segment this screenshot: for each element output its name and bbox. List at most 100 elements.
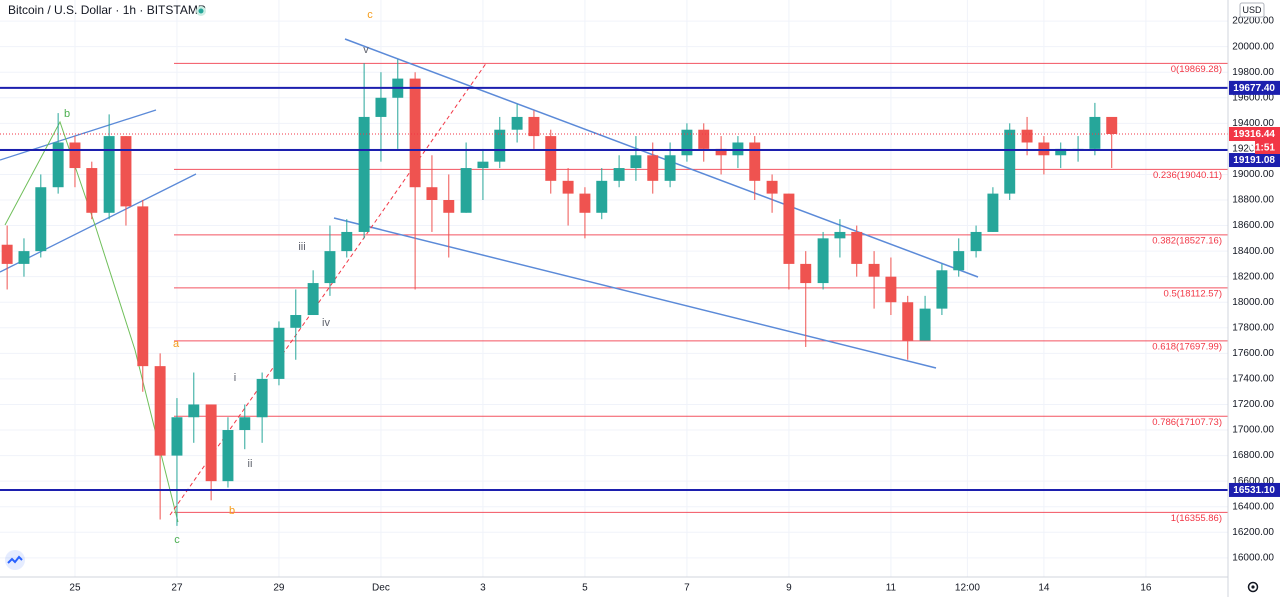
x-tick-label: 25 — [69, 583, 81, 594]
currency-box[interactable] — [1239, 2, 1265, 18]
wave-label: iii — [298, 241, 305, 253]
x-tick-label: 11 — [886, 583, 897, 594]
candle-body — [902, 302, 914, 341]
candle-body — [579, 193, 591, 213]
candle-body — [358, 116, 370, 232]
horizontal-line-label: 19677.40 — [1233, 83, 1275, 94]
candle-body — [1038, 142, 1050, 156]
candle-body — [120, 136, 132, 207]
candle-body — [256, 378, 268, 418]
price-axis — [1228, 0, 1280, 597]
logo[interactable] — [7, 555, 23, 564]
candle-body — [783, 193, 795, 264]
candle-body — [341, 231, 353, 252]
candles — [1, 59, 1118, 526]
candle-body — [426, 187, 438, 201]
wave-label: a — [173, 338, 180, 350]
logo[interactable] — [5, 550, 25, 570]
candle-body — [630, 155, 642, 169]
candle-body — [409, 78, 421, 188]
candle-body — [987, 193, 999, 232]
settings-icon[interactable] — [1251, 585, 1255, 589]
candle-body — [35, 187, 47, 252]
y-tick-label: 18800.00 — [1232, 195, 1274, 206]
wave-label: b — [64, 108, 70, 120]
x-tick-label: 14 — [1038, 583, 1050, 594]
y-tick-label: 20200.00 — [1232, 16, 1274, 27]
fib-label: 0(19869.28) — [1171, 64, 1222, 75]
chart-title: Bitcoin / U.S. Dollar · 1h · BITSTAMP — [8, 3, 206, 17]
trend-line — [0, 109, 157, 161]
x-tick-label: 12:00 — [955, 583, 980, 594]
y-tick-label: 17200.00 — [1232, 399, 1274, 410]
candle-body — [851, 231, 863, 264]
horizontal-line-label-box — [1229, 153, 1280, 168]
wave-label: iv — [322, 317, 330, 329]
candle-body — [154, 366, 166, 456]
fib-label: 1(16355.86) — [1171, 513, 1222, 524]
candle-body — [766, 180, 778, 194]
horizontal-line-label: 19191.08 — [1233, 155, 1275, 166]
candle-body — [698, 129, 710, 149]
currency[interactable]: USD — [1242, 5, 1262, 15]
candle-body — [18, 251, 30, 264]
x-tick-label: 9 — [786, 583, 792, 594]
wave-label: i — [234, 372, 236, 384]
last-price-label-box — [1229, 127, 1280, 142]
candle-body — [681, 129, 693, 156]
candle-body — [1055, 148, 1067, 156]
y-tick-label: 16000.00 — [1232, 552, 1274, 563]
y-tick-label: 20000.00 — [1232, 41, 1274, 52]
candle-body — [528, 116, 540, 137]
horizontal-line-label-box — [1229, 482, 1280, 497]
y-tick-label: 17400.00 — [1232, 374, 1274, 385]
candle-body — [936, 270, 948, 309]
fib-label: 0.786(17107.73) — [1152, 417, 1222, 428]
candle-body — [953, 251, 965, 271]
candle-body — [545, 136, 557, 181]
settings-icon[interactable] — [1247, 581, 1259, 593]
y-tick-label: 19400.00 — [1232, 118, 1274, 129]
y-tick-label: 19200.00 — [1232, 144, 1274, 155]
countdown: 01:51 — [1249, 143, 1275, 154]
time-axis — [0, 577, 1228, 597]
y-tick-label: 18000.00 — [1232, 297, 1274, 308]
candle-body — [1004, 129, 1016, 194]
candle-body — [511, 116, 523, 130]
x-tick-label: 29 — [273, 583, 285, 594]
y-tick-label: 19800.00 — [1232, 67, 1274, 78]
fib-label: 0.618(17697.99) — [1152, 341, 1222, 352]
candle-body — [222, 430, 234, 482]
countdown-box — [1255, 141, 1280, 155]
candle-body — [1, 244, 13, 264]
candle-body — [239, 417, 251, 431]
status-dot — [198, 8, 204, 14]
candle-body — [868, 263, 880, 277]
trend-line — [169, 61, 488, 516]
candle-body — [86, 168, 98, 213]
fib-label: 0.236(19040.11) — [1153, 170, 1222, 181]
y-tick-label: 18200.00 — [1232, 271, 1274, 282]
candle-body — [1106, 116, 1118, 135]
candle-body — [562, 180, 574, 194]
candle-body — [69, 142, 81, 169]
y-tick-label: 19600.00 — [1232, 92, 1274, 103]
candle-body — [647, 155, 659, 181]
candle-body — [273, 327, 285, 379]
candle-body — [613, 168, 625, 181]
fib-label: 0.5(18112.57) — [1164, 288, 1222, 299]
candle-body — [749, 142, 761, 181]
candle-body — [834, 231, 846, 239]
labels: 0(19869.28) 0.236(19040.11) 0.382(18527.16… — [0, 9, 1228, 546]
y-tick-label: 17800.00 — [1232, 322, 1274, 333]
settings-icon[interactable] — [1247, 581, 1259, 593]
candle-body — [1089, 116, 1101, 149]
wave-label: c — [174, 534, 180, 546]
trend-line — [344, 38, 979, 278]
y-tick-label: 18600.00 — [1232, 220, 1274, 231]
wave-line — [4, 120, 179, 523]
candle-body — [817, 238, 829, 284]
candle-body — [205, 404, 217, 482]
candle-body — [732, 142, 744, 156]
